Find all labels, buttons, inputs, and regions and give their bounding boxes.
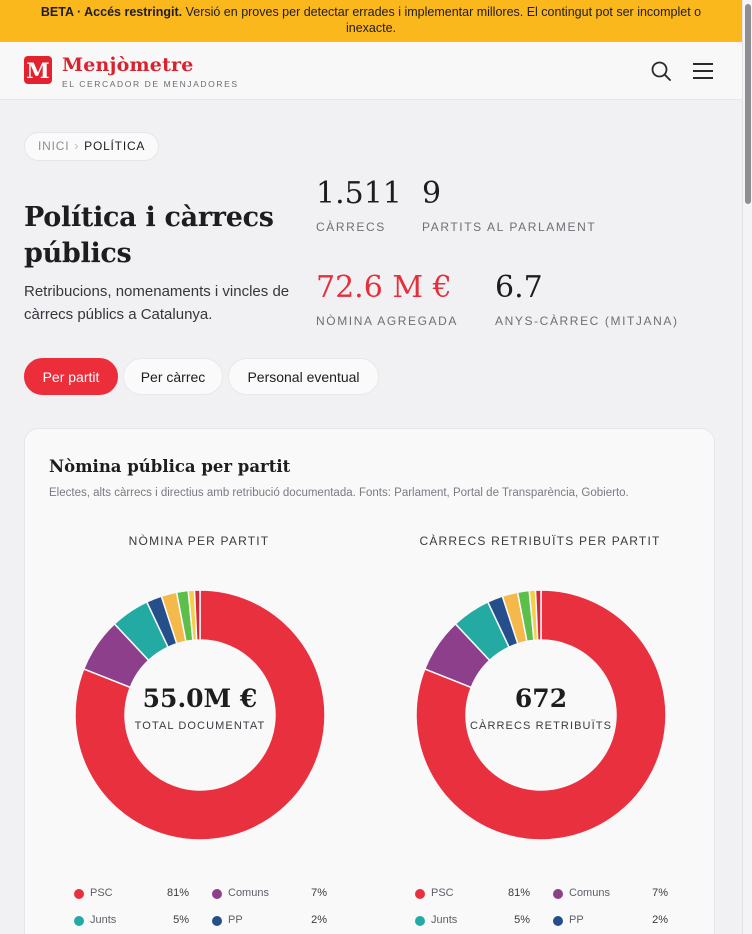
- donut-center-label: CÀRRECS RETRIBUÏTS: [469, 720, 613, 732]
- stat-label: NÒMINA AGREGADA: [316, 314, 459, 328]
- donut-center-value: 672: [514, 684, 568, 713]
- legend-pct: 7%: [652, 887, 668, 899]
- tab-per-partit[interactable]: Per partit: [24, 358, 118, 395]
- legend-item-junts[interactable]: Junts 5%: [415, 914, 530, 928]
- donut-chart-carrecs: [415, 589, 667, 841]
- donut-slice-psc[interactable]: [415, 589, 667, 841]
- breadcrumb-home-link[interactable]: INICI: [38, 139, 70, 153]
- breadcrumb-separator: ›: [74, 139, 80, 153]
- legend-dot-icon: [74, 916, 84, 926]
- donut-chart-nomina: [74, 589, 326, 841]
- page-subtitle: Retribucions, nomenaments i vincles de c…: [24, 283, 290, 323]
- legend-name: PP: [569, 914, 584, 926]
- stat-value: 72.6 M €: [316, 270, 452, 305]
- stat-value: 6.7: [495, 270, 543, 305]
- page-title: Política i càrrecs públics: [24, 202, 274, 269]
- donut-center-nomina: 55.0M € TOTAL DOCUMENTAT: [74, 684, 326, 732]
- legend-name: Junts: [90, 914, 117, 926]
- stat-carrecs: 1.511 CÀRRECS: [316, 176, 402, 235]
- legend-dot-icon: [212, 889, 222, 899]
- legend-pct: 81%: [166, 887, 189, 899]
- legend-item-pp[interactable]: PP 2%: [212, 914, 327, 928]
- legend-name: Comuns: [569, 887, 610, 899]
- app-tagline: EL CERCADOR DE MENJADORES: [62, 79, 239, 89]
- legend-name: PSC: [431, 887, 454, 899]
- legend-dot-icon: [415, 916, 425, 926]
- hamburger-menu-icon[interactable]: [692, 60, 714, 82]
- legend-pct: 81%: [507, 887, 530, 899]
- page-scrollbar[interactable]: [742, 0, 752, 934]
- legend-pct: 2%: [652, 914, 668, 926]
- legend-dot-icon: [415, 889, 425, 899]
- legend-item-comuns[interactable]: Comuns 7%: [553, 887, 668, 901]
- search-icon[interactable]: [650, 60, 672, 82]
- legend-item-psc[interactable]: PSC 81%: [74, 887, 189, 901]
- card-title: Nòmina pública per partit: [49, 457, 291, 476]
- logo-icon[interactable]: M: [24, 56, 52, 84]
- legend-name: PSC: [90, 887, 113, 899]
- beta-banner-text: Versió en proves per detectar errades i …: [182, 5, 702, 35]
- tab-personal-eventual[interactable]: Personal eventual: [228, 358, 379, 395]
- legend-pct: 7%: [311, 887, 327, 899]
- legend-item-comuns[interactable]: Comuns 7%: [212, 887, 327, 901]
- stat-nomina: 72.6 M € NÒMINA AGREGADA: [316, 270, 459, 329]
- stat-value: 9: [422, 176, 442, 211]
- payroll-card: Nòmina pública per partit Electes, alts …: [24, 428, 715, 934]
- donut-center-label: TOTAL DOCUMENTAT: [134, 720, 266, 732]
- legend-name: Junts: [431, 914, 458, 926]
- legend-item-psc[interactable]: PSC 81%: [415, 887, 530, 901]
- scrollbar-thumb[interactable]: [745, 4, 751, 204]
- legend-pct: 5%: [173, 914, 189, 926]
- legend-name: PP: [228, 914, 243, 926]
- donut-slice-7[interactable]: [534, 589, 542, 641]
- stat-anys-carrec: 6.7 ANYS-CÀRREC (MITJANA): [495, 270, 679, 329]
- chart-title-carrecs: CÀRRECS RETRIBUÏTS PER PARTIT: [419, 534, 661, 548]
- legend-item-junts[interactable]: Junts 5%: [74, 914, 189, 928]
- legend-dot-icon: [553, 916, 563, 926]
- donut-slice-7[interactable]: [193, 589, 201, 641]
- app-name[interactable]: Menjòmetre: [62, 54, 194, 76]
- breadcrumb-current: POLÍTICA: [84, 139, 146, 153]
- stat-label: ANYS-CÀRREC (MITJANA): [495, 314, 679, 328]
- legend-pct: 2%: [311, 914, 327, 926]
- legend-dot-icon: [553, 889, 563, 899]
- breadcrumb: INICI › POLÍTICA: [24, 132, 160, 161]
- chart-title-nomina: NÒMINA PER PARTIT: [128, 534, 270, 548]
- stat-label: PARTITS AL PARLAMENT: [422, 220, 597, 234]
- site-header: M Menjòmetre EL CERCADOR DE MENJADORES: [0, 42, 742, 100]
- beta-banner: BETA · Accés restringit. Versió en prove…: [0, 0, 742, 42]
- donut-center-carrecs: 672 CÀRRECS RETRIBUÏTS: [415, 684, 667, 732]
- tab-per-carrec[interactable]: Per càrrec: [123, 358, 223, 395]
- legend-dot-icon: [212, 916, 222, 926]
- legend-item-pp[interactable]: PP 2%: [553, 914, 668, 928]
- card-subtitle: Electes, alts càrrecs i directius amb re…: [49, 487, 629, 499]
- donut-center-value: 55.0M €: [142, 684, 258, 713]
- beta-banner-strong: BETA · Accés restringit.: [40, 5, 183, 19]
- stat-partits: 9 PARTITS AL PARLAMENT: [422, 176, 597, 235]
- stat-value: 1.511: [316, 176, 402, 211]
- legend-pct: 5%: [514, 914, 530, 926]
- legend-dot-icon: [74, 889, 84, 899]
- donut-slice-psc[interactable]: [74, 589, 326, 841]
- legend-name: Comuns: [228, 887, 269, 899]
- stat-label: CÀRRECS: [316, 220, 386, 234]
